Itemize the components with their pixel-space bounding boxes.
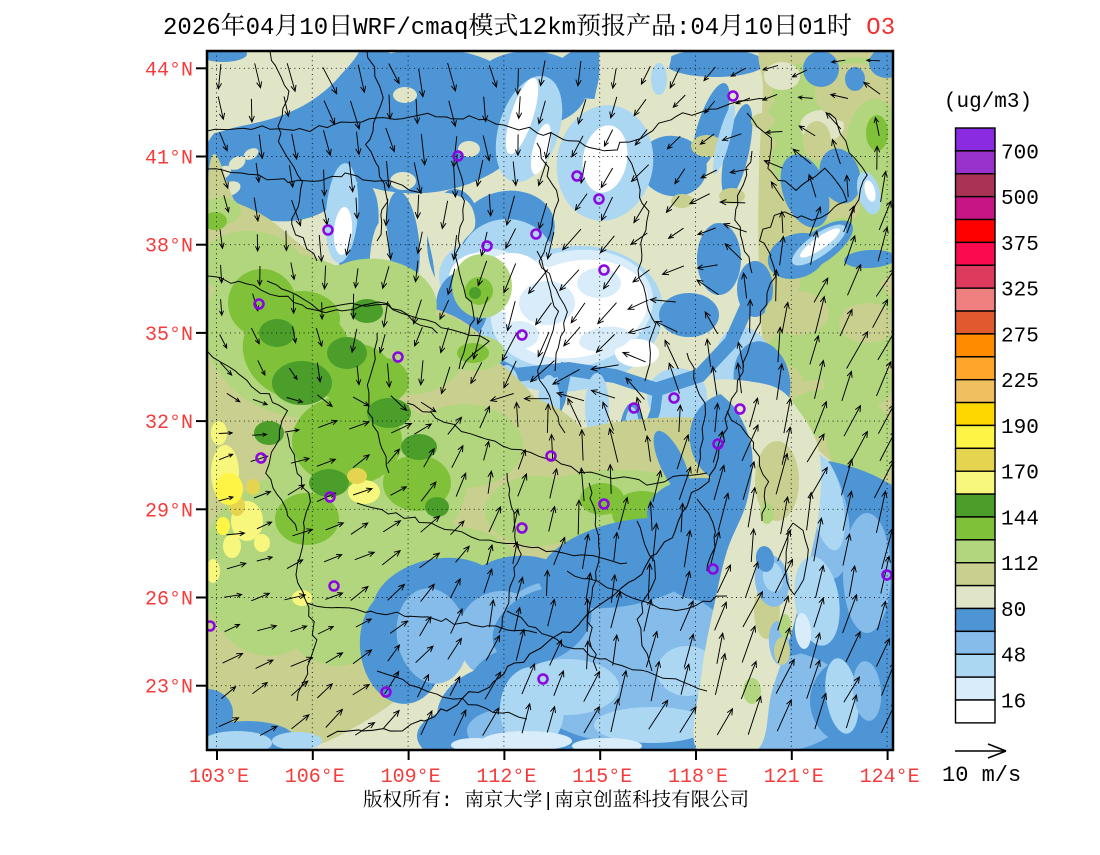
svg-text::: : [676, 15, 690, 42]
svg-text:170: 170 [1001, 463, 1039, 486]
svg-text:500: 500 [1001, 188, 1039, 211]
svg-text:112: 112 [1001, 554, 1039, 577]
svg-text:700: 700 [1001, 142, 1039, 165]
svg-text:32°N: 32°N [145, 412, 193, 435]
svg-text:26°N: 26°N [145, 589, 193, 612]
svg-text:10 m/s: 10 m/s [942, 763, 1021, 788]
svg-text:(ug/m3): (ug/m3) [944, 91, 1032, 114]
svg-text:04: 04 [690, 15, 719, 42]
svg-text:16: 16 [1001, 692, 1026, 715]
svg-text:WRF/cmaq: WRF/cmaq [353, 15, 468, 42]
svg-text:10: 10 [744, 15, 773, 42]
svg-text:29°N: 29°N [145, 500, 193, 523]
svg-text:118°E: 118°E [668, 766, 728, 789]
svg-text:112°E: 112°E [476, 766, 536, 789]
svg-text:109°E: 109°E [381, 766, 441, 789]
svg-text::: : [441, 790, 464, 812]
svg-text:375: 375 [1001, 234, 1039, 257]
svg-text:2026: 2026 [163, 15, 221, 42]
svg-text:12km: 12km [518, 15, 576, 42]
svg-text:124°E: 124°E [860, 766, 920, 789]
svg-text:35°N: 35°N [145, 324, 193, 347]
svg-text:|: | [542, 790, 554, 812]
svg-text:10: 10 [299, 15, 328, 42]
svg-text:106°E: 106°E [285, 766, 345, 789]
svg-text:44°N: 44°N [145, 59, 193, 82]
svg-text:325: 325 [1001, 280, 1039, 303]
svg-text:144: 144 [1001, 509, 1039, 532]
svg-text:225: 225 [1001, 371, 1039, 394]
svg-text:103°E: 103°E [189, 766, 249, 789]
svg-text:01: 01 [798, 15, 827, 42]
svg-text:115°E: 115°E [572, 766, 632, 789]
svg-text:121°E: 121°E [764, 766, 824, 789]
svg-text:80: 80 [1001, 600, 1026, 623]
svg-text:41°N: 41°N [145, 148, 193, 171]
svg-text:275: 275 [1001, 325, 1039, 348]
svg-text:O3: O3 [852, 15, 895, 42]
svg-text:04: 04 [246, 15, 275, 42]
svg-text:38°N: 38°N [145, 236, 193, 259]
svg-text:23°N: 23°N [145, 677, 193, 700]
svg-text:190: 190 [1001, 417, 1039, 440]
svg-text:48: 48 [1001, 646, 1026, 669]
